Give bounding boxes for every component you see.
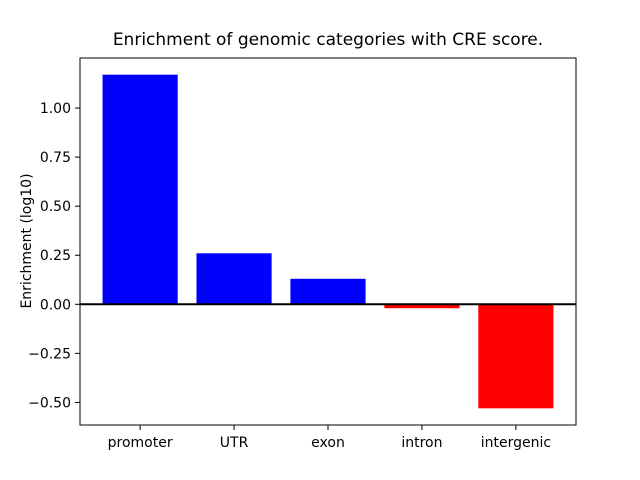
x-tick-label-intron: intron [401, 435, 442, 451]
y-tick-label: 0.75 [40, 150, 71, 166]
y-tick-label: −0.25 [28, 346, 71, 362]
y-tick-label: 0.50 [40, 199, 71, 215]
x-tick-label-exon: exon [311, 435, 345, 451]
y-tick-label: 1.00 [40, 101, 71, 117]
x-tick-label-intergenic: intergenic [481, 435, 551, 451]
bar-UTR [196, 253, 272, 305]
bar-intergenic [478, 304, 554, 409]
bar-exon [290, 278, 366, 305]
y-tick-label: 0.00 [40, 297, 71, 313]
x-tick-label-UTR: UTR [220, 435, 249, 451]
y-tick-label: −0.50 [28, 395, 71, 411]
y-axis-label: Enrichment (log10) [19, 173, 35, 309]
bar-promoter [102, 74, 178, 305]
x-tick-label-promoter: promoter [108, 435, 173, 451]
y-tick-label: 0.25 [40, 248, 71, 264]
bar-intron [384, 304, 460, 309]
chart-title: Enrichment of genomic categories with CR… [112, 30, 544, 50]
